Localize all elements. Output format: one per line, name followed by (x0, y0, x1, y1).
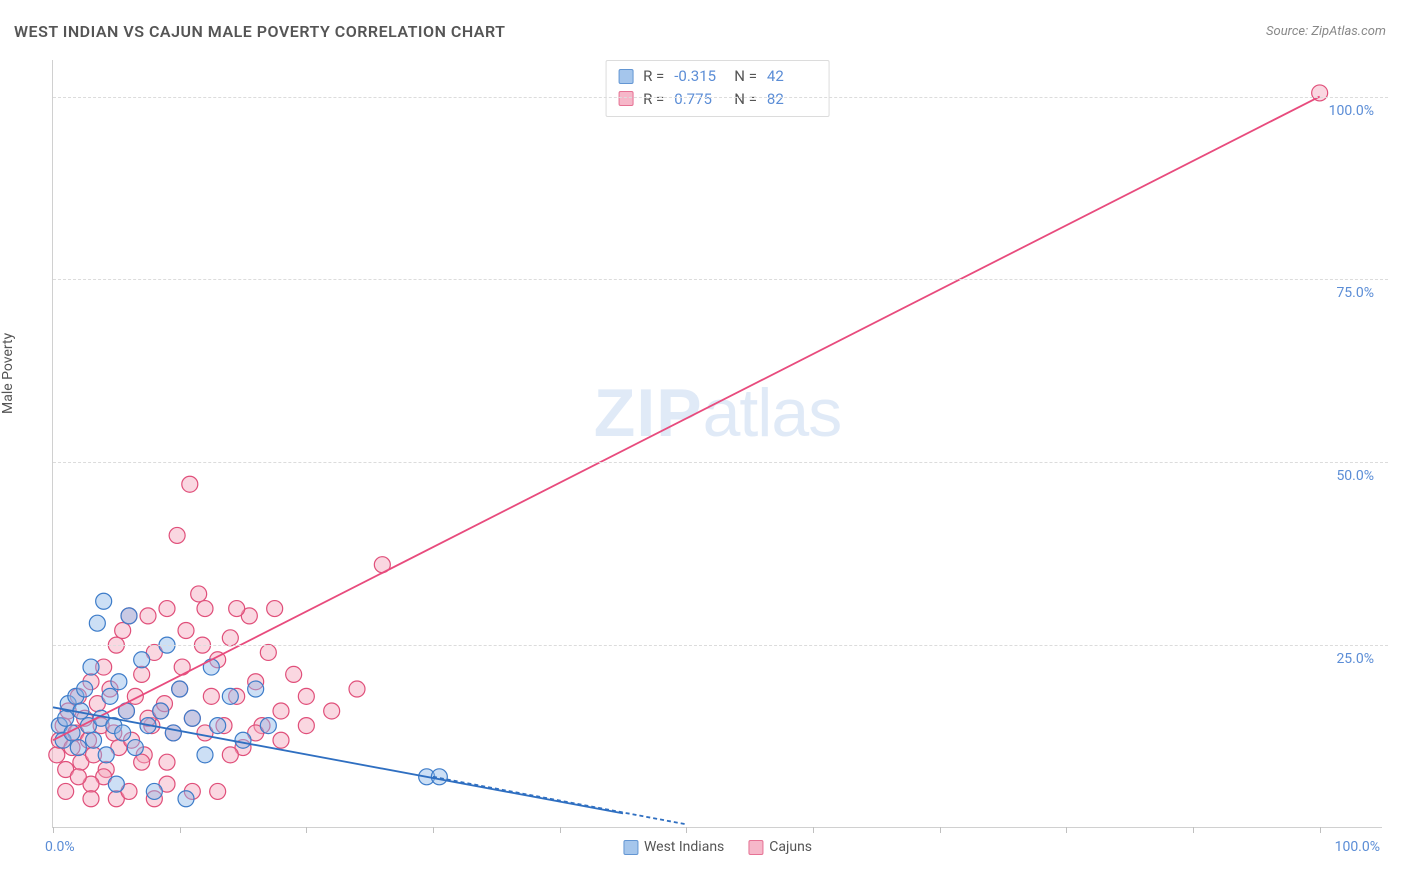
y-tick-label: 75.0% (1336, 285, 1374, 301)
data-point (70, 769, 86, 785)
stats-legend: R = -0.315 N = 42 R = 0.775 N = 82 (605, 60, 830, 117)
data-point (184, 710, 200, 726)
data-point (197, 601, 213, 617)
data-point (229, 601, 245, 617)
trend-line-cajuns (53, 97, 1320, 741)
data-point (191, 586, 207, 602)
data-point (153, 703, 169, 719)
data-point (178, 623, 194, 639)
plot-svg (53, 60, 1382, 827)
data-point (89, 615, 105, 631)
data-point (115, 725, 131, 741)
data-point (146, 783, 162, 799)
x-tick (1066, 827, 1067, 833)
stats-legend-row-2: R = 0.775 N = 82 (618, 88, 817, 111)
x-tick (940, 827, 941, 833)
data-point (203, 688, 219, 704)
data-point (140, 608, 156, 624)
data-point (58, 710, 74, 726)
data-point (210, 718, 226, 734)
data-point (134, 666, 150, 682)
data-point (111, 674, 127, 690)
gridline (53, 97, 1388, 98)
source-attribution: Source: ZipAtlas.com (1266, 24, 1386, 39)
legend-swatch-west-indians (618, 69, 633, 84)
data-point (134, 652, 150, 668)
data-point (83, 791, 99, 807)
x-tick (180, 827, 181, 833)
legend-swatch-icon (623, 840, 638, 855)
data-point (102, 688, 118, 704)
x-tick (560, 827, 561, 833)
data-point (298, 688, 314, 704)
data-point (98, 747, 114, 763)
data-point (178, 791, 194, 807)
stats-legend-row-1: R = -0.315 N = 42 (618, 65, 817, 88)
chart-title: WEST INDIAN VS CAJUN MALE POVERTY CORREL… (14, 22, 505, 41)
data-point (172, 681, 188, 697)
data-point (86, 732, 102, 748)
x-tick (1193, 827, 1194, 833)
data-point (169, 527, 185, 543)
data-point (58, 783, 74, 799)
y-tick-label: 50.0% (1336, 468, 1374, 484)
data-point (96, 593, 112, 609)
data-point (235, 732, 251, 748)
data-point (222, 630, 238, 646)
data-point (70, 740, 86, 756)
x-axis-max-label: 100.0% (1335, 839, 1380, 855)
data-point (121, 608, 137, 624)
x-tick (306, 827, 307, 833)
data-point (159, 601, 175, 617)
data-point (77, 681, 93, 697)
data-point (248, 681, 264, 697)
plot-area: ZIPatlas R = -0.315 N = 42 R = 0.775 N =… (52, 60, 1382, 828)
y-tick-label: 25.0% (1336, 651, 1374, 667)
x-tick (53, 827, 54, 833)
data-point (134, 754, 150, 770)
x-tick (433, 827, 434, 833)
gridline (53, 645, 1388, 646)
gridline (53, 462, 1388, 463)
legend-swatch-cajuns (618, 91, 633, 106)
data-point (298, 718, 314, 734)
data-point (267, 601, 283, 617)
data-point (273, 732, 289, 748)
legend-item-cajuns: Cajuns (748, 839, 812, 855)
trend-line-west-indians-extrapolated (433, 777, 686, 825)
x-tick (686, 827, 687, 833)
data-point (115, 623, 131, 639)
data-point (182, 476, 198, 492)
x-axis-min-label: 0.0% (45, 839, 75, 855)
data-point (222, 688, 238, 704)
y-axis-label: Male Poverty (0, 333, 16, 414)
data-point (222, 747, 238, 763)
data-point (273, 703, 289, 719)
data-point (324, 703, 340, 719)
data-point (286, 666, 302, 682)
data-point (349, 681, 365, 697)
data-point (203, 659, 219, 675)
gridline (53, 279, 1388, 280)
data-point (159, 754, 175, 770)
data-point (165, 725, 181, 741)
legend-item-west-indians: West Indians (623, 839, 724, 855)
data-point (210, 783, 226, 799)
chart-container: WEST INDIAN VS CAJUN MALE POVERTY CORREL… (0, 0, 1406, 892)
data-point (197, 747, 213, 763)
series-legend: West Indians Cajuns (623, 839, 812, 855)
data-point (127, 740, 143, 756)
data-point (83, 659, 99, 675)
x-tick (813, 827, 814, 833)
data-point (49, 747, 65, 763)
data-point (260, 644, 276, 660)
y-tick-label: 100.0% (1329, 103, 1374, 119)
data-point (108, 776, 124, 792)
x-tick (1320, 827, 1321, 833)
data-point (260, 718, 276, 734)
legend-swatch-icon (748, 840, 763, 855)
